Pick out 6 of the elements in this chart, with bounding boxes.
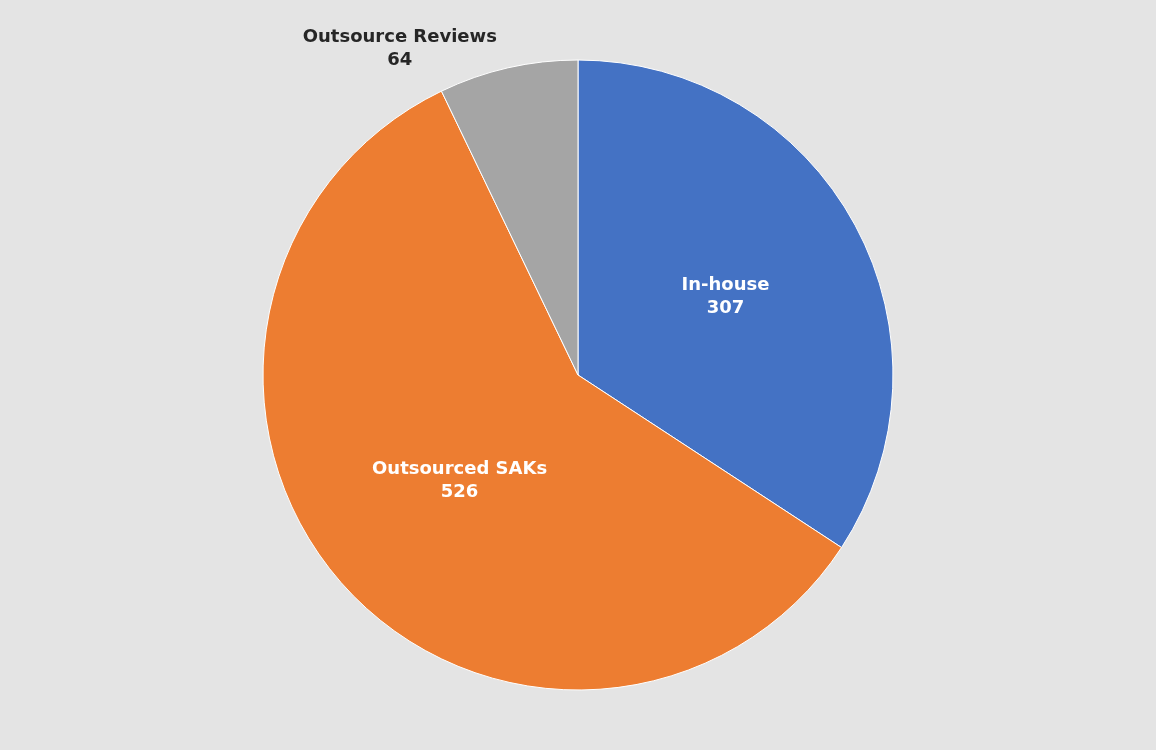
slice-label: In-house	[681, 273, 770, 295]
data-label: 64	[387, 47, 413, 69]
data-label: 307	[706, 296, 745, 318]
data-label: 526	[440, 480, 479, 502]
slice-label: Outsource Reviews	[302, 24, 497, 46]
slice-label: Outsourced SAKs	[372, 456, 548, 478]
